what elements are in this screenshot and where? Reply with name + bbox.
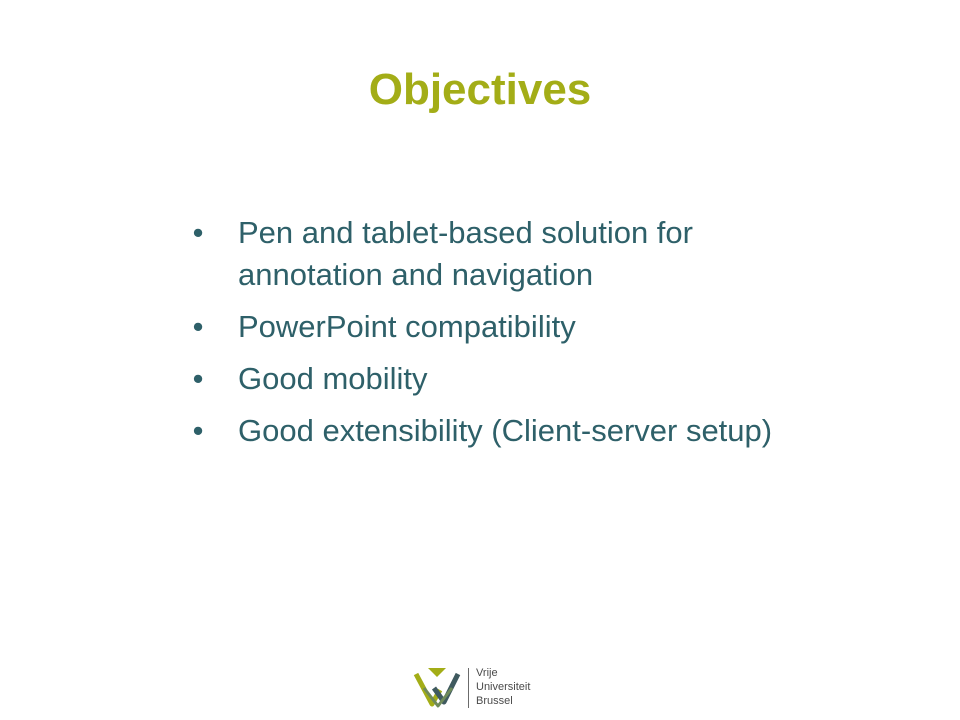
logo-line-3: Brussel <box>476 695 513 707</box>
bullet-text: PowerPoint compatibility <box>238 309 576 344</box>
logo-wordmark: Vrije Universiteit Brussel <box>476 666 530 708</box>
logo-line-1: Vrije <box>476 667 498 679</box>
logo-divider <box>468 668 469 708</box>
bullet-text: Good mobility <box>238 361 428 396</box>
bullet-item: • PowerPoint compatibility <box>180 306 820 348</box>
vub-emblem-icon <box>413 668 461 708</box>
bullet-item: • Good mobility <box>180 358 820 400</box>
bullet-icon: • <box>192 361 204 396</box>
bullet-text: Good extensibility (Client-server setup) <box>238 413 773 448</box>
logo-line-2: Universiteit <box>476 681 531 693</box>
bullet-text: Pen and tablet-based solution for annota… <box>238 215 693 292</box>
university-logo: Vrije Universiteit Brussel <box>412 664 552 712</box>
slide-title: Objectives <box>368 65 592 114</box>
bullet-item: • Good extensibility (Client-server setu… <box>180 410 820 452</box>
bullet-icon: • <box>192 413 204 448</box>
bullet-icon: • <box>192 215 204 250</box>
bullet-item: • Pen and tablet-based solution for anno… <box>180 212 820 296</box>
bullet-icon: • <box>192 309 204 344</box>
bullet-list: • Pen and tablet-based solution for anno… <box>180 212 820 462</box>
